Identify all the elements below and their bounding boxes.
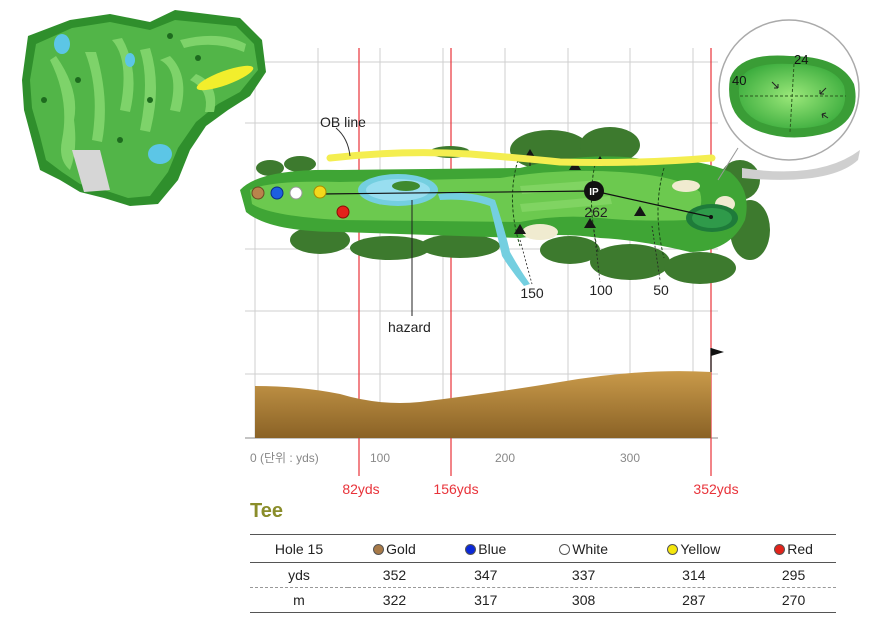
yellow-label: Yellow [680, 540, 721, 557]
marker-50-label: 50 [653, 282, 669, 298]
marker-150-label: 150 [520, 285, 544, 301]
table-cell: 308 [530, 587, 637, 613]
ip-label: IP [589, 187, 599, 198]
yellow-dot-icon [667, 543, 679, 555]
tee-title: Tee [250, 500, 283, 522]
tee-distance-table: Hole 15 Gold Blue White Yellow Red yds 3… [250, 534, 836, 613]
yellow-tee-icon [313, 185, 327, 199]
red-header: Red [751, 534, 836, 563]
table-cell: 287 [636, 587, 752, 613]
hole-label: Hole 15 [250, 534, 348, 563]
table-row: m 322 317 308 287 270 [250, 587, 836, 613]
white-header: White [530, 534, 637, 563]
white-dot-icon [559, 543, 571, 555]
axis-origin-label: 0 (단위 : yds) [250, 451, 319, 465]
blue-header: Blue [440, 534, 531, 563]
red-mark-352: 352yds [693, 481, 738, 497]
table-cell: 295 [751, 562, 836, 588]
play-line [319, 190, 712, 218]
green-depth-label: 24 [794, 52, 808, 67]
elevation-profile [255, 371, 711, 438]
axis-tick-100: 100 [370, 451, 390, 465]
green-front-label: 40 [732, 73, 746, 88]
table-cell: 322 [348, 587, 441, 613]
gold-label: Gold [386, 540, 416, 557]
table-cell: 270 [751, 587, 836, 613]
ob-line-label: OB line [320, 114, 366, 130]
table-cell: 347 [440, 562, 531, 588]
red-label: Red [787, 540, 813, 557]
ip-marker-icon [584, 181, 604, 201]
table-row: yds 352 347 337 314 295 [250, 562, 836, 588]
axis-tick-300: 300 [620, 451, 640, 465]
yellow-header: Yellow [636, 534, 752, 563]
row-label: m [250, 587, 348, 613]
marker-leaders [519, 225, 661, 285]
table-header-row: Hole 15 Gold Blue White Yellow Red [250, 534, 836, 563]
hazard-label: hazard [388, 319, 431, 335]
ob-line [326, 149, 716, 166]
gold-tee-icon [251, 186, 265, 200]
ob-line-leader [335, 127, 351, 157]
green-detail-callout: 40 24 [717, 19, 860, 181]
ip-distance-label: 262 [584, 204, 608, 220]
row-label: yds [250, 562, 348, 588]
red-mark-156: 156yds [433, 481, 478, 497]
callout-leader [717, 147, 739, 181]
red-tee-icon [336, 205, 350, 219]
blue-dot-icon [465, 543, 477, 555]
red-mark-82: 82yds [342, 481, 379, 497]
table-cell: 352 [348, 562, 441, 588]
blue-label: Blue [478, 540, 507, 557]
gold-dot-icon [373, 543, 385, 555]
course-overview-map [22, 10, 266, 206]
marker-100-label: 100 [589, 282, 613, 298]
table-cell: 314 [636, 562, 752, 588]
flag-icon [711, 348, 724, 356]
gold-header: Gold [348, 534, 441, 563]
white-label: White [572, 540, 608, 557]
blue-tee-icon [270, 186, 284, 200]
table-cell: 337 [530, 562, 637, 588]
tee-markers [251, 185, 350, 219]
white-tee-icon [289, 186, 303, 200]
axis-tick-200: 200 [495, 451, 515, 465]
red-dot-icon [774, 543, 786, 555]
table-cell: 317 [440, 587, 531, 613]
